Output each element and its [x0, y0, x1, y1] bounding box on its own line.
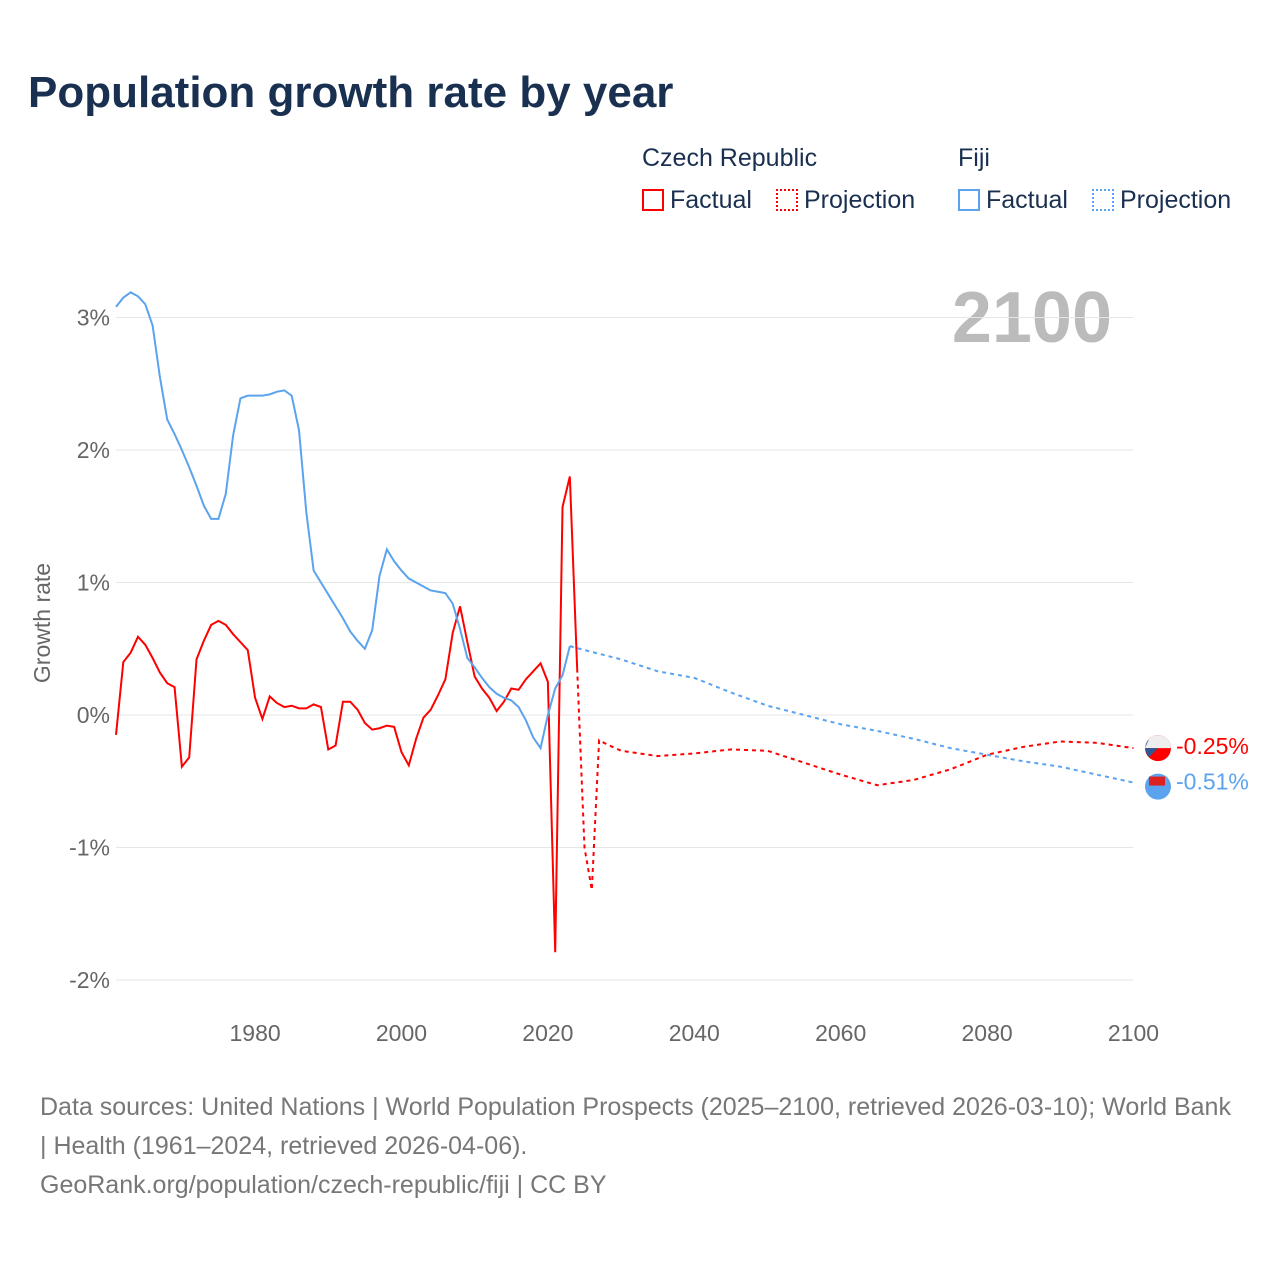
legend-label: Factual	[986, 186, 1068, 214]
y-tick-label: 1%	[77, 570, 110, 596]
data-sources: Data sources: United Nations | World Pop…	[40, 1093, 1231, 1160]
y-axis-label: Growth rate	[29, 563, 55, 683]
legend-czech-factual[interactable]: Factual	[642, 186, 752, 215]
y-tick-label: 3%	[77, 305, 110, 331]
flag-triangle	[1145, 739, 1158, 758]
y-tick-label: 0%	[77, 702, 110, 728]
end-value-label: -0.51%	[1176, 769, 1249, 795]
legend-swatch	[1092, 189, 1114, 211]
legend-group-fiji: Fiji	[958, 144, 990, 172]
legend-czech-projection[interactable]: Projection	[776, 186, 915, 215]
footer: Data sources: United Nations | World Pop…	[40, 1088, 1240, 1205]
series-line-factual	[115, 291, 571, 751]
x-tick-label: 2080	[961, 1020, 1012, 1046]
x-tick-label: 2040	[669, 1020, 720, 1046]
series-line-projection	[569, 645, 1134, 784]
x-tick-label: 2020	[522, 1020, 573, 1046]
y-tick-label: -2%	[69, 967, 110, 993]
legend-label: Factual	[670, 186, 752, 214]
x-tick-label: 2060	[815, 1020, 866, 1046]
y-tick-label: -1%	[69, 835, 110, 861]
chart-title: Population growth rate by year	[28, 68, 674, 117]
x-tick-label: 1980	[229, 1020, 280, 1046]
legend-fiji-factual[interactable]: Factual	[958, 186, 1068, 215]
x-tick-label: 2100	[1108, 1020, 1159, 1046]
legend-swatch	[642, 189, 664, 211]
series-line-factual	[115, 476, 579, 953]
attribution-link[interactable]: GeoRank.org/population/czech-republic/fi…	[40, 1171, 607, 1199]
y-tick-label: 2%	[77, 437, 110, 463]
legend-label: Projection	[804, 186, 916, 214]
x-tick-label: 2000	[376, 1020, 427, 1046]
series-line-projection	[576, 668, 1134, 891]
line-chart: 2100 Growth rate 3% 2% 1% 0% -1% -2% 1980 2000 2…	[29, 278, 1249, 1046]
legend-swatch	[958, 189, 980, 211]
legend-swatch	[776, 189, 798, 211]
flag-canton	[1149, 776, 1165, 786]
legend-fiji-projection[interactable]: Projection	[1092, 186, 1231, 215]
legend-label: Projection	[1120, 186, 1232, 214]
end-value-label: -0.25%	[1176, 733, 1249, 759]
legend-group-czech: Czech Republic	[642, 144, 818, 172]
flag-white-half	[1145, 735, 1171, 749]
